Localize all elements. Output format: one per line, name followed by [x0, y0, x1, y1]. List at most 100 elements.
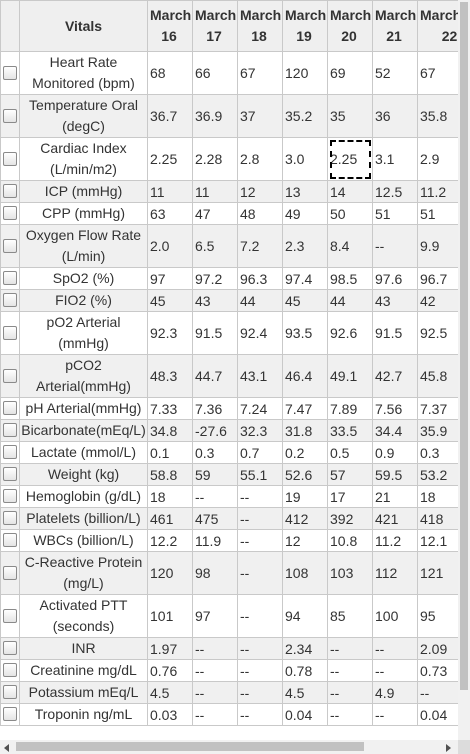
vital-value-cell[interactable]: 6.5 — [192, 224, 238, 268]
vital-value-cell[interactable]: 45.8 — [417, 354, 458, 398]
vital-value-cell[interactable]: -- — [192, 659, 238, 682]
vital-value-cell[interactable]: 50 — [327, 202, 373, 225]
vital-value-cell[interactable]: 475 — [192, 507, 238, 530]
vital-value-cell[interactable]: 49 — [282, 202, 328, 225]
vital-value-cell[interactable]: 63 — [147, 202, 193, 225]
vital-value-cell[interactable]: 103 — [327, 551, 373, 595]
vital-value-cell[interactable]: 392 — [327, 507, 373, 530]
vital-value-cell[interactable]: 4.5 — [282, 681, 328, 704]
vital-value-cell[interactable]: 461 — [147, 507, 193, 530]
vital-value-cell[interactable]: 0.76 — [147, 659, 193, 682]
vital-value-cell[interactable]: -- — [192, 681, 238, 704]
vital-value-cell[interactable]: 45 — [282, 289, 328, 312]
vital-value-cell[interactable]: 9.9 — [417, 224, 458, 268]
vital-value-cell[interactable]: 8.4 — [327, 224, 373, 268]
vital-value-cell[interactable]: 35.2 — [282, 94, 328, 138]
vital-value-cell[interactable]: 412 — [282, 507, 328, 530]
vital-value-cell[interactable]: 7.89 — [327, 397, 373, 420]
vital-value-cell[interactable]: 108 — [282, 551, 328, 595]
row-checkbox[interactable] — [3, 445, 17, 460]
vital-value-cell[interactable]: 0.5 — [327, 441, 373, 464]
vital-value-cell[interactable]: 121 — [417, 551, 458, 595]
vertical-scrollbar-thumb[interactable] — [460, 2, 468, 690]
vital-value-cell[interactable]: 67 — [237, 51, 283, 95]
vital-value-cell[interactable]: 98 — [192, 551, 238, 595]
vital-value-cell[interactable]: 2.34 — [282, 637, 328, 660]
vital-value-cell[interactable]: -- — [237, 703, 283, 726]
vital-value-cell[interactable]: 44 — [327, 289, 373, 312]
vital-value-cell[interactable]: 0.3 — [192, 441, 238, 464]
vital-value-cell[interactable]: 7.37 — [417, 397, 458, 420]
row-checkbox[interactable] — [3, 707, 17, 722]
vital-value-cell[interactable]: 2.8 — [237, 137, 283, 181]
vital-value-cell[interactable]: -- — [372, 703, 418, 726]
table-row[interactable]: Bicarbonate(mEq/L) 34.8 -27.6 32.3 31.8 33.5 3… — [0, 419, 458, 442]
date-column-header[interactable]: March 20 — [327, 0, 373, 52]
vital-value-cell[interactable]: -- — [237, 529, 283, 552]
table-row[interactable]: FIO2 (%) 45 43 44 45 44 43 42 — [0, 289, 458, 312]
table-row[interactable]: Cardiac Index (L/min/m2) 2.25 2.28 2.8 3.0 2.… — [0, 137, 458, 181]
vital-value-cell[interactable]: 120 — [147, 551, 193, 595]
table-row[interactable]: C-Reactive Protein (mg/L) 120 98 -- 108 103 11… — [0, 551, 458, 595]
vital-value-cell[interactable]: 43 — [372, 289, 418, 312]
row-checkbox[interactable] — [3, 565, 17, 580]
vital-value-cell[interactable]: 13 — [282, 180, 328, 203]
vital-value-cell[interactable]: 11 — [147, 180, 193, 203]
vital-value-cell[interactable]: 36.9 — [192, 94, 238, 138]
vital-value-cell[interactable]: 96.3 — [237, 267, 283, 290]
vital-value-cell[interactable]: 0.7 — [237, 441, 283, 464]
date-column-header[interactable]: March 16 — [147, 0, 193, 52]
vital-value-cell[interactable]: 43.1 — [237, 354, 283, 398]
scroll-left-arrow-icon[interactable] — [4, 744, 9, 752]
row-checkbox[interactable] — [3, 238, 17, 253]
vital-value-cell[interactable]: -- — [327, 703, 373, 726]
vital-value-cell[interactable]: 14 — [327, 180, 373, 203]
vital-value-cell[interactable]: 101 — [147, 594, 193, 638]
table-row[interactable]: Weight (kg) 58.8 59 55.1 52.6 57 59.5 53.2 — [0, 463, 458, 486]
vital-value-cell[interactable]: -- — [237, 507, 283, 530]
vital-value-cell[interactable]: 7.56 — [372, 397, 418, 420]
vital-value-cell[interactable]: -- — [237, 551, 283, 595]
vital-value-cell[interactable]: 96.7 — [417, 267, 458, 290]
row-checkbox[interactable] — [3, 685, 17, 700]
table-row[interactable]: Troponin ng/mL 0.03 -- -- 0.04 -- -- 0.04 — [0, 703, 458, 726]
vital-value-cell[interactable]: -- — [237, 659, 283, 682]
vital-value-cell[interactable]: 12 — [282, 529, 328, 552]
vital-value-cell[interactable]: 2.28 — [192, 137, 238, 181]
row-checkbox[interactable] — [3, 151, 17, 166]
vital-value-cell[interactable]: -- — [327, 681, 373, 704]
date-column-header[interactable]: March 21 — [372, 0, 418, 52]
vital-value-cell[interactable]: 0.04 — [417, 703, 458, 726]
vital-value-cell[interactable]: 92.3 — [147, 311, 193, 355]
selected-value-cell[interactable]: 2.25 — [327, 137, 373, 181]
vital-value-cell[interactable]: 95 — [417, 594, 458, 638]
vital-value-cell[interactable]: 35 — [327, 94, 373, 138]
vital-value-cell[interactable]: -- — [417, 681, 458, 704]
vital-value-cell[interactable]: 11.2 — [417, 180, 458, 203]
table-row[interactable]: pCO2 Arterial(mmHg) 48.3 44.7 43.1 46.4 49.1 4… — [0, 354, 458, 398]
vital-value-cell[interactable]: 97.2 — [192, 267, 238, 290]
vital-value-cell[interactable]: 112 — [372, 551, 418, 595]
vital-value-cell[interactable]: 37 — [237, 94, 283, 138]
row-checkbox[interactable] — [3, 65, 17, 80]
date-column-header[interactable]: March 18 — [237, 0, 283, 52]
vital-value-cell[interactable]: 91.5 — [372, 311, 418, 355]
vital-value-cell[interactable]: -- — [372, 637, 418, 660]
vital-value-cell[interactable]: 36.7 — [147, 94, 193, 138]
vital-value-cell[interactable]: 12.1 — [417, 529, 458, 552]
vital-value-cell[interactable]: 47 — [192, 202, 238, 225]
vital-value-cell[interactable]: 2.9 — [417, 137, 458, 181]
vital-value-cell[interactable]: 52.6 — [282, 463, 328, 486]
vital-value-cell[interactable]: 0.04 — [282, 703, 328, 726]
vital-value-cell[interactable]: 120 — [282, 51, 328, 95]
vital-value-cell[interactable]: 0.3 — [417, 441, 458, 464]
table-row[interactable]: Activated PTT (seconds) 101 97 -- 94 85 100 95 — [0, 594, 458, 638]
vital-value-cell[interactable]: 51 — [417, 202, 458, 225]
row-checkbox[interactable] — [3, 423, 17, 438]
table-row[interactable]: Lactate (mmol/L) 0.1 0.3 0.7 0.2 0.5 0.9 0.3 — [0, 441, 458, 464]
row-checkbox[interactable] — [3, 401, 17, 416]
vital-value-cell[interactable]: 48 — [237, 202, 283, 225]
vital-value-cell[interactable]: 21 — [372, 485, 418, 508]
vital-value-cell[interactable]: -- — [327, 637, 373, 660]
vital-value-cell[interactable]: 97 — [147, 267, 193, 290]
